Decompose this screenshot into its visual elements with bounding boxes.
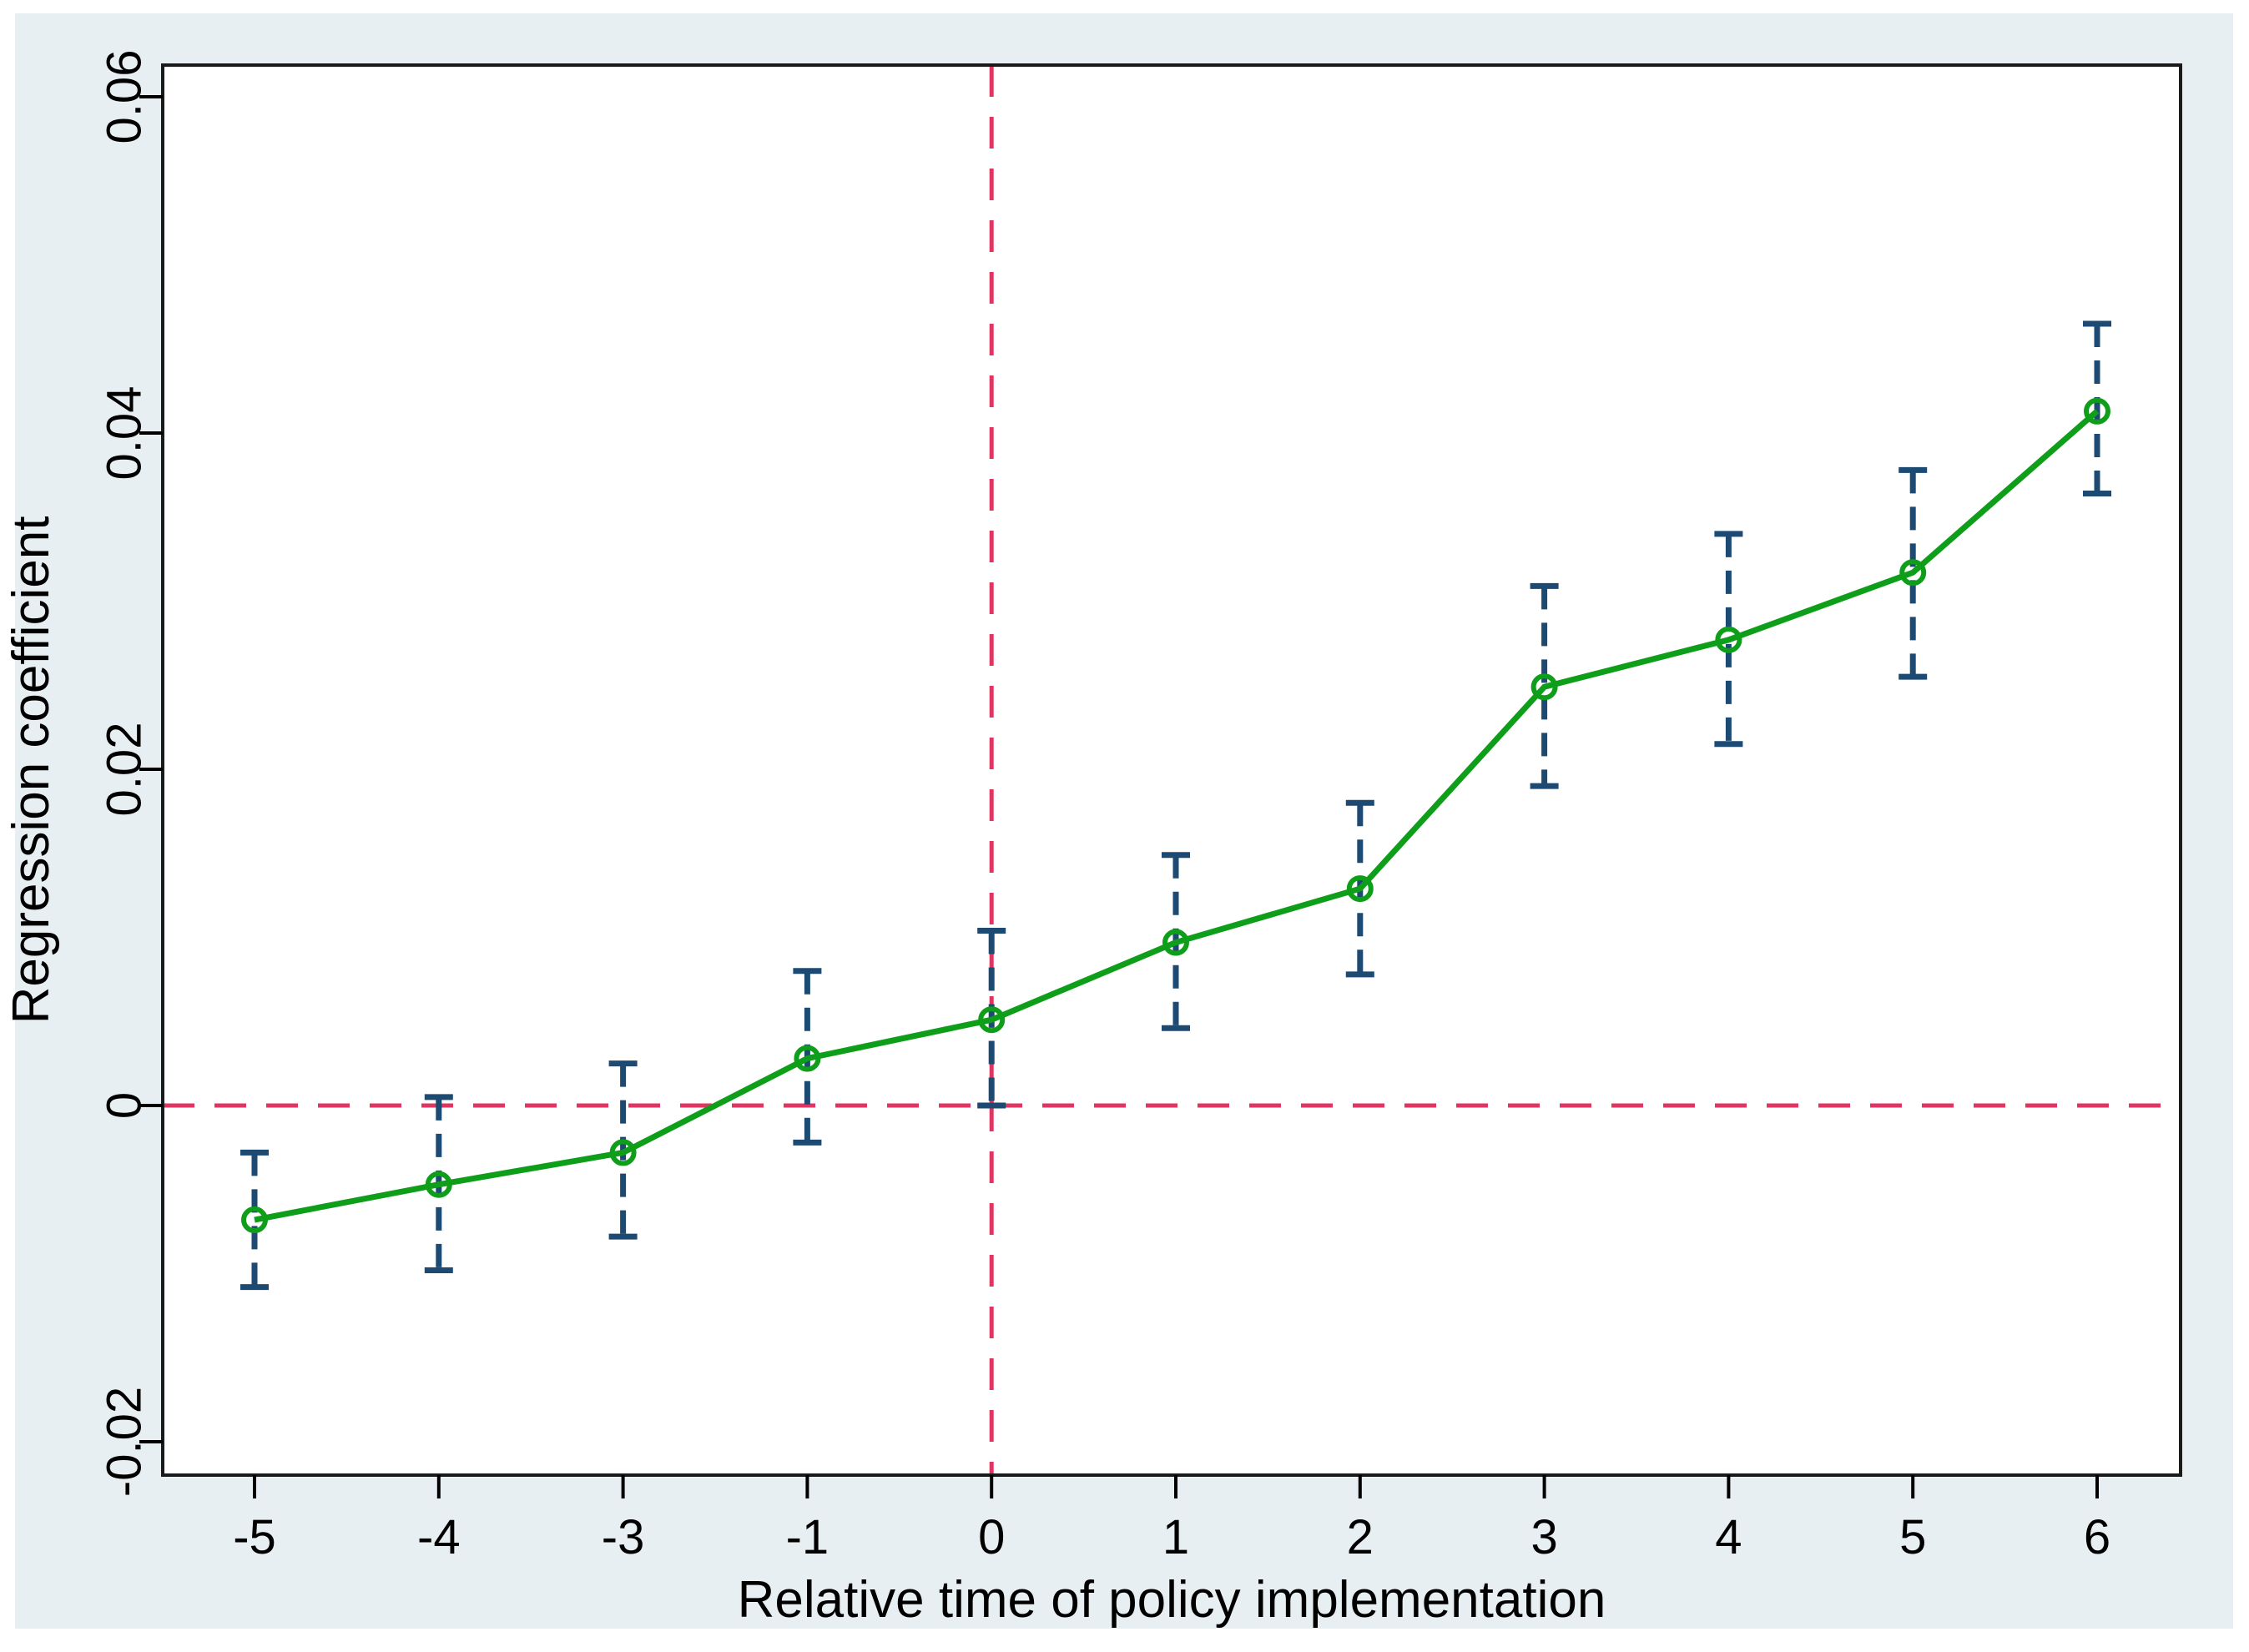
x-tick-label: -5 xyxy=(233,1510,276,1564)
data-point-marker xyxy=(978,1006,1006,1034)
plot-area xyxy=(163,65,2181,1475)
x-tick-label: 0 xyxy=(978,1510,1005,1564)
reference-lines xyxy=(163,65,2181,1475)
x-tick-label: 1 xyxy=(1162,1510,1189,1564)
x-axis-ticks: -5 -4 -3 -1 0 1 2 3 4 5 6 xyxy=(233,1475,2110,1564)
error-bar xyxy=(1714,531,1743,748)
x-tick-label: 2 xyxy=(1347,1510,1374,1564)
x-tick-label: 5 xyxy=(1899,1510,1926,1564)
x-axis-title: Relative time of policy implementation xyxy=(738,1571,1606,1629)
x-tick-label: 6 xyxy=(2084,1510,2110,1564)
data-point-marker xyxy=(794,1045,821,1072)
data-point-marker xyxy=(1530,673,1558,701)
x-tick-label: 3 xyxy=(1530,1510,1557,1564)
y-tick-label: 0.02 xyxy=(97,723,151,817)
y-axis-ticks: -0.02 0 0.02 0.04 0.06 xyxy=(97,50,163,1497)
data-point-marker xyxy=(609,1139,637,1166)
data-point-marker xyxy=(1715,626,1742,653)
data-point-marker xyxy=(1899,559,1927,587)
x-tick-label: -1 xyxy=(786,1510,830,1564)
data-point-marker xyxy=(241,1206,268,1234)
y-tick-label: 0.04 xyxy=(97,386,151,481)
x-tick-label: -3 xyxy=(602,1510,645,1564)
error-bar xyxy=(1899,466,1928,680)
data-point-marker xyxy=(1346,875,1374,903)
error-bar xyxy=(1530,582,1559,789)
error-bar xyxy=(240,1149,269,1291)
coefficient-markers xyxy=(241,397,2110,1234)
error-bar xyxy=(2083,320,2111,497)
y-tick-label: 0.06 xyxy=(97,50,151,144)
data-point-marker xyxy=(2084,397,2110,425)
x-tick-label: -4 xyxy=(417,1510,461,1564)
data-point-marker xyxy=(425,1171,452,1198)
data-point-marker xyxy=(1162,929,1189,956)
y-tick-label: -0.02 xyxy=(97,1387,151,1497)
x-tick-label: 4 xyxy=(1715,1510,1742,1564)
y-tick-label: 0 xyxy=(97,1092,151,1119)
coefficient-line xyxy=(254,409,2100,1223)
y-axis-title: Regression coefficient xyxy=(3,516,60,1025)
